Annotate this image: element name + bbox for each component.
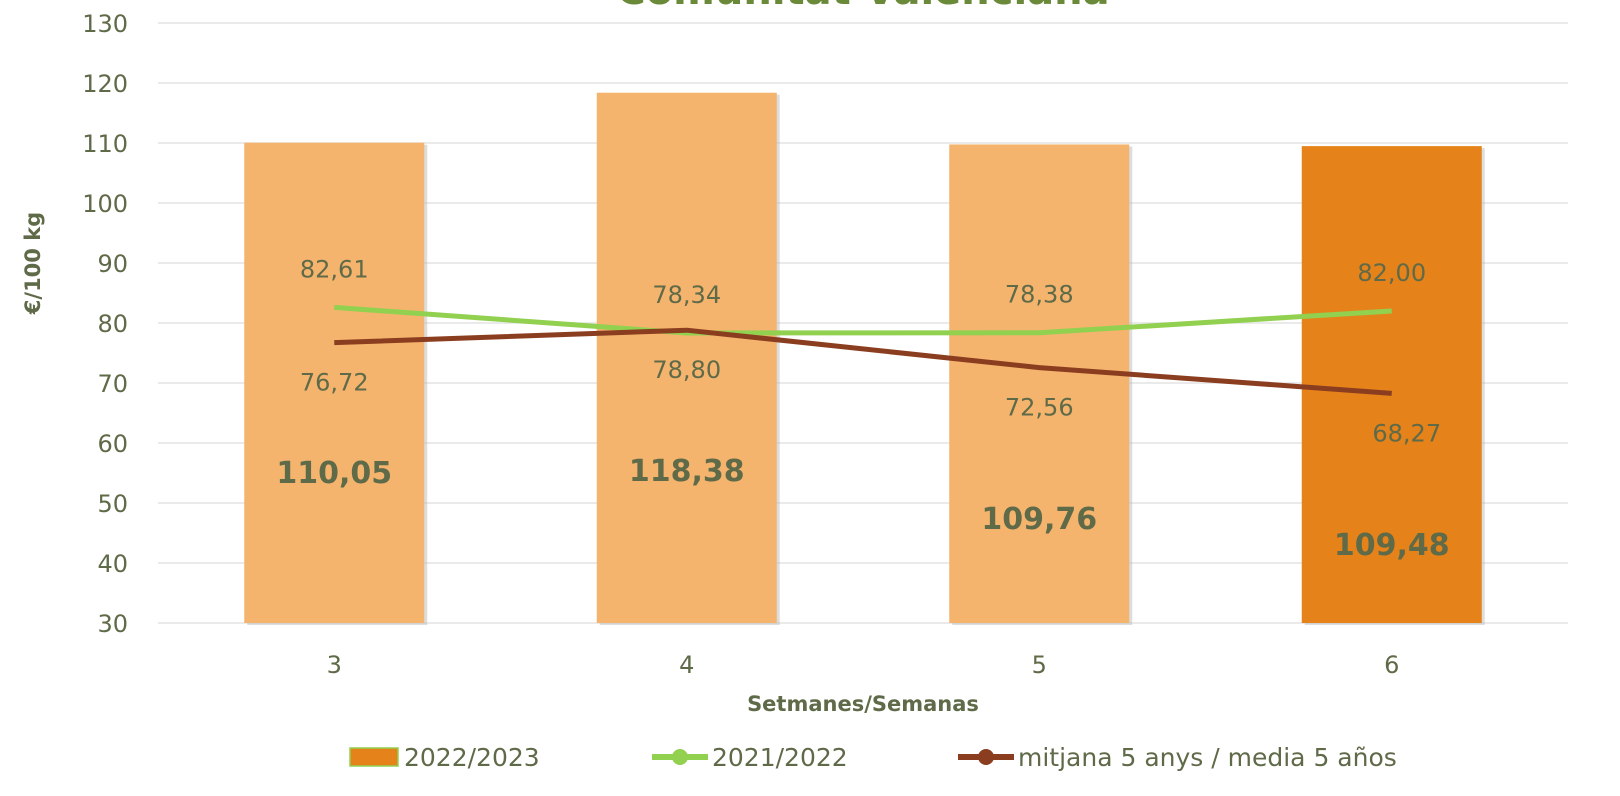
bar (244, 142, 425, 623)
y-tick-label: 120 (82, 70, 128, 98)
y-tick-label: 110 (82, 130, 128, 158)
x-tick-label: 3 (327, 651, 342, 679)
x-tick-label: 4 (679, 651, 694, 679)
data-label: 109,48 (1334, 528, 1450, 563)
x-tick-label: 6 (1384, 651, 1399, 679)
data-label: 78,38 (1005, 281, 1074, 309)
chart-title: Comunitat Valenciana (616, 0, 1109, 14)
line (334, 327, 1392, 396)
y-tick-label: 70 (97, 370, 128, 398)
y-tick-label: 90 (97, 250, 128, 278)
legend-label: 2022/2023 (404, 743, 540, 772)
y-tick-label: 130 (82, 10, 128, 38)
data-label: 109,76 (981, 502, 1097, 537)
data-label: 118,38 (629, 454, 745, 489)
data-label: 78,80 (652, 356, 721, 384)
legend-swatch (672, 749, 688, 765)
data-label: 72,56 (1005, 394, 1074, 422)
legend-label: 2021/2022 (712, 743, 848, 772)
y-tick-label: 80 (97, 310, 128, 338)
y-tick-label: 40 (97, 550, 128, 578)
x-tick-label: 5 (1032, 651, 1047, 679)
y-tick-label: 60 (97, 430, 128, 458)
y-tick-label: 30 (97, 610, 128, 638)
legend-swatch (978, 749, 994, 765)
bar (949, 144, 1130, 623)
y-tick-label: 100 (82, 190, 128, 218)
data-label: 82,61 (300, 255, 369, 283)
data-label: 82,00 (1357, 259, 1426, 287)
y-axis-title: €/100 kg (21, 212, 45, 315)
bar (1301, 146, 1482, 623)
x-axis-title: Setmanes/Semanas (747, 692, 979, 716)
legend-label: mitjana 5 anys / media 5 años (1018, 743, 1397, 772)
data-label: 68,27 (1372, 419, 1441, 447)
line (334, 304, 1392, 336)
data-label: 78,34 (652, 281, 721, 309)
data-label: 110,05 (276, 456, 392, 491)
y-tick-label: 50 (97, 490, 128, 518)
bar (596, 92, 777, 624)
data-label: 76,72 (300, 369, 369, 397)
legend-swatch (349, 747, 399, 767)
